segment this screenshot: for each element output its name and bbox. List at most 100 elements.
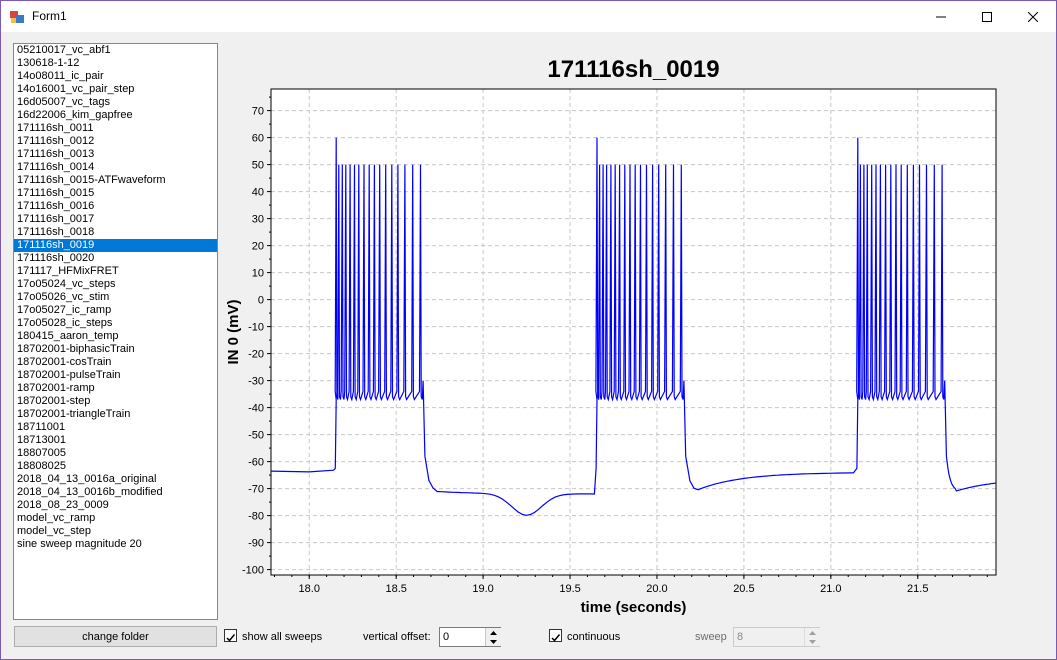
file-list-item[interactable]: 171116sh_0015-ATFwaveform: [17, 174, 166, 186]
y-tick-label: 70: [252, 106, 264, 118]
vertical-offset-spinner[interactable]: 0: [439, 627, 501, 647]
file-list-item[interactable]: 16d05007_vc_tags: [17, 96, 110, 108]
y-tick-label: -50: [248, 430, 264, 442]
x-axis-label: time (seconds): [581, 599, 687, 616]
file-list-item[interactable]: 171116sh_0020: [17, 252, 95, 264]
arrow-up-icon: [490, 630, 497, 635]
file-list-item[interactable]: 18713001: [17, 434, 66, 446]
show-all-sweeps-checkbox[interactable]: [224, 629, 237, 642]
sweep-label: sweep: [695, 631, 727, 643]
app-icon: [10, 11, 24, 23]
x-tick-label: 18.0: [299, 583, 320, 595]
maximize-button[interactable]: [964, 1, 1010, 32]
change-folder-button[interactable]: change folder: [14, 626, 217, 647]
file-list-item[interactable]: 2018_08_23_0009: [17, 499, 109, 511]
continuous-checkbox[interactable]: [549, 629, 562, 642]
file-list-item[interactable]: 18711001: [17, 421, 66, 433]
file-list-item[interactable]: 17o05027_ic_ramp: [17, 304, 112, 316]
file-list-item[interactable]: 14o16001_vc_pair_step: [17, 83, 135, 95]
y-tick-label: 0: [258, 295, 264, 307]
minimize-button[interactable]: [918, 1, 964, 32]
spin-up-button[interactable]: [805, 628, 820, 637]
file-list-item[interactable]: 17o05026_vc_stim: [17, 291, 110, 303]
file-list-item[interactable]: 171116sh_0012: [17, 135, 95, 147]
y-tick-label: -80: [248, 511, 264, 523]
vertical-offset-label: vertical offset:: [363, 631, 431, 643]
file-list-item[interactable]: model_vc_step: [17, 525, 91, 537]
file-list[interactable]: 05210017_vc_abf1 130618-1-12 14o08011_ic_p…: [13, 43, 218, 620]
x-tick-label: 21.0: [820, 583, 841, 595]
sweep-spinner[interactable]: 8: [733, 627, 820, 647]
window-title: Form1: [32, 9, 67, 23]
file-list-item[interactable]: 171116sh_0017: [17, 213, 95, 225]
file-list-item[interactable]: sine sweep magnitude 20: [17, 538, 142, 550]
plot-border: [270, 88, 997, 576]
file-list-item[interactable]: 16d22006_kim_gapfree: [17, 109, 133, 121]
minimize-icon: [936, 16, 946, 17]
y-tick-label: -70: [248, 484, 264, 496]
spin-down-button[interactable]: [486, 637, 501, 646]
file-list-item[interactable]: 130618-1-12: [17, 57, 80, 69]
y-tick-label: 40: [252, 187, 264, 199]
file-list-item[interactable]: model_vc_ramp: [17, 512, 96, 524]
show-all-sweeps-label[interactable]: show all sweeps: [242, 631, 323, 643]
file-list-item[interactable]: 18702001-ramp: [17, 382, 95, 394]
x-tick-label: 18.5: [385, 583, 406, 595]
x-tick-label: 20.0: [646, 583, 667, 595]
file-list-item[interactable]: 18702001-triangleTrain: [17, 408, 131, 420]
x-tick-label: 20.5: [733, 583, 754, 595]
spin-up-button[interactable]: [486, 628, 501, 637]
vertical-offset-value[interactable]: 0: [443, 631, 450, 643]
y-tick-label: -100: [242, 565, 264, 577]
file-list-item[interactable]: 171117_HFMixFRET: [17, 265, 119, 277]
checkmark-icon: [226, 634, 236, 642]
y-tick-label: 10: [252, 268, 264, 280]
file-list-item[interactable]: 17o05028_ic_steps: [17, 317, 113, 329]
maximize-icon: [982, 11, 992, 22]
file-list-item[interactable]: 05210017_vc_abf1: [17, 44, 111, 56]
file-list-item[interactable]: 18702001-biphasicTrain: [17, 343, 135, 355]
y-tick-label: 50: [252, 160, 264, 172]
spin-down-button[interactable]: [805, 637, 820, 646]
file-list-item[interactable]: 180415_aaron_temp: [17, 330, 119, 342]
y-tick-label: -40: [248, 403, 264, 415]
checkmark-icon: [551, 634, 561, 642]
y-axis-label: IN 0 (mV): [225, 299, 242, 364]
close-button[interactable]: [1010, 1, 1056, 32]
file-list-item[interactable]: 171116sh_0013: [17, 148, 95, 160]
x-tick-label: 19.0: [472, 583, 493, 595]
file-list-item[interactable]: 171116sh_0018: [17, 226, 95, 238]
file-list-item[interactable]: 18807005: [17, 447, 66, 459]
sweep-value[interactable]: 8: [737, 631, 744, 643]
file-list-item[interactable]: 171116sh_0011: [17, 122, 94, 134]
file-list-item[interactable]: 17o05024_vc_steps: [17, 278, 116, 290]
arrow-down-icon: [490, 639, 497, 644]
file-list-item[interactable]: 171116sh_0015: [17, 187, 95, 199]
arrow-down-icon: [809, 639, 816, 644]
continuous-label[interactable]: continuous: [567, 631, 621, 643]
file-list-item[interactable]: 18808025: [17, 460, 66, 472]
y-tick-label: 20: [252, 241, 264, 253]
chart-title: 171116sh_0019: [547, 56, 719, 83]
y-tick-label: -90: [248, 538, 264, 550]
file-list-item[interactable]: 171116sh_0016: [17, 200, 95, 212]
file-list-item[interactable]: 2018_04_13_0016b_modified: [17, 486, 163, 498]
file-list-item[interactable]: 18702001-cosTrain: [17, 356, 112, 368]
arrow-up-icon: [809, 630, 816, 635]
y-tick-label: -10: [248, 322, 264, 334]
file-list-item[interactable]: 18702001-pulseTrain: [17, 369, 121, 381]
file-list-item[interactable]: 171116sh_0014: [17, 161, 95, 173]
plot-area[interactable]: -100 -90 -80 -70 -60 -50 -40 -30 -20 -10 0 10 20 30 40…: [221, 39, 1051, 621]
close-icon: [1028, 11, 1038, 22]
y-tick-label: 60: [252, 133, 264, 145]
file-list-item[interactable]: 171116sh_0019: [14, 239, 217, 252]
voltage-trace-line: [271, 137, 996, 516]
file-list-item[interactable]: 14o08011_ic_pair: [17, 70, 104, 82]
file-list-item[interactable]: 18702001-step: [17, 395, 91, 407]
x-tick-label: 19.5: [559, 583, 580, 595]
file-list-item[interactable]: 2018_04_13_0016a_original: [17, 473, 157, 485]
y-tick-label: -30: [248, 376, 264, 388]
y-tick-label: 30: [252, 214, 264, 226]
y-tick-label: -60: [248, 457, 264, 469]
